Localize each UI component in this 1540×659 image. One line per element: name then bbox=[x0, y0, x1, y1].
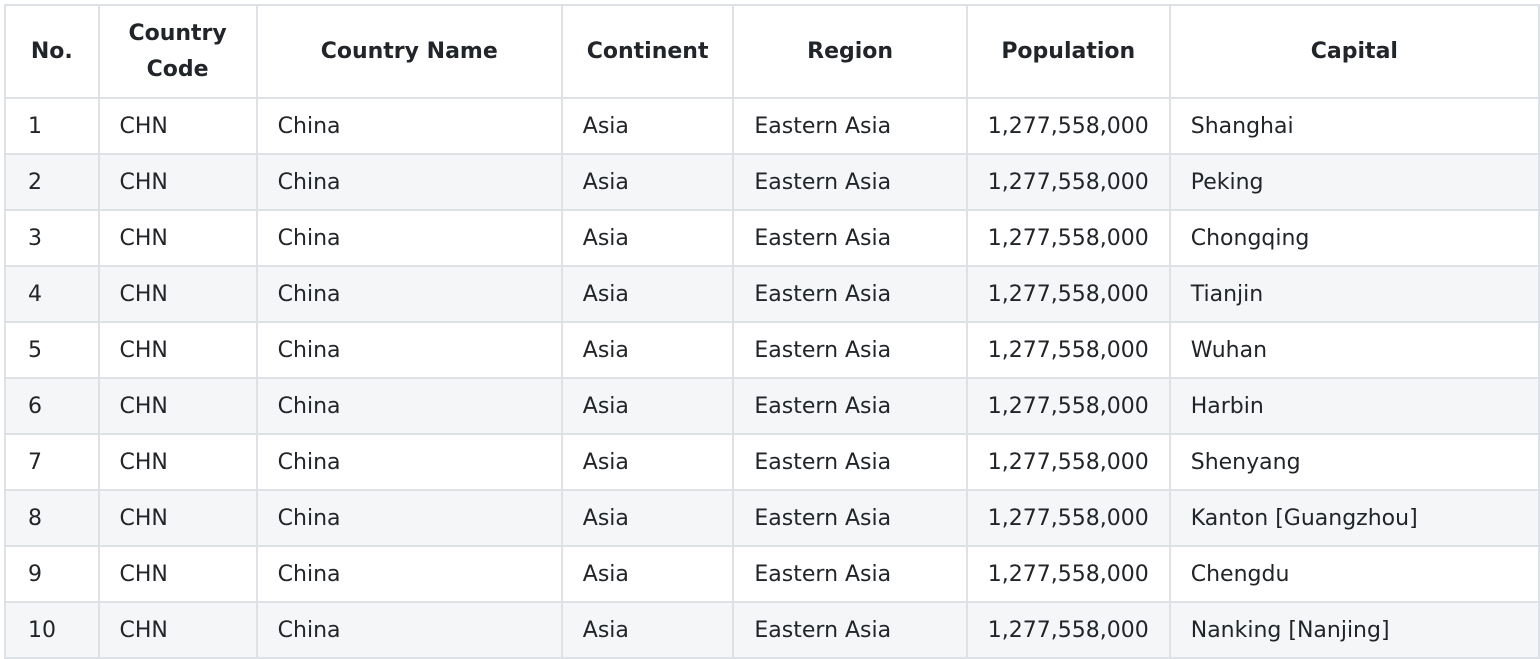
cell-region: Eastern Asia bbox=[732, 153, 968, 211]
cell-country-code: CHN bbox=[97, 433, 258, 491]
cell-no: 10 bbox=[4, 601, 100, 659]
table-header: No. Country Code Country Name Continent … bbox=[4, 4, 1540, 99]
cell-country-code: CHN bbox=[97, 265, 258, 323]
header-country-code-line2: Code bbox=[146, 56, 209, 82]
cell-no: 7 bbox=[4, 433, 100, 491]
cell-country-code: CHN bbox=[97, 153, 258, 211]
cell-continent: Asia bbox=[560, 489, 735, 547]
cell-no: 1 bbox=[4, 97, 100, 155]
cell-continent: Asia bbox=[560, 321, 735, 379]
table-row: 8 CHN China Asia Eastern Asia 1,277,558,000 Ka… bbox=[4, 489, 1540, 547]
header-country-code-line1: Country bbox=[128, 20, 227, 46]
cell-population: 1,277,558,000 bbox=[965, 545, 1171, 603]
cell-capital: Harbin bbox=[1168, 377, 1540, 435]
cell-country-code: CHN bbox=[97, 209, 258, 267]
cell-country-name: China bbox=[255, 545, 563, 603]
cell-no: 2 bbox=[4, 153, 100, 211]
cell-country-name: China bbox=[255, 265, 563, 323]
cell-population: 1,277,558,000 bbox=[965, 601, 1171, 659]
cell-capital: Tianjin bbox=[1168, 265, 1540, 323]
cell-country-name: China bbox=[255, 321, 563, 379]
cell-capital: Kanton [Guangzhou] bbox=[1168, 489, 1540, 547]
cell-country-name: China bbox=[255, 433, 563, 491]
cell-population: 1,277,558,000 bbox=[965, 377, 1171, 435]
cell-no: 4 bbox=[4, 265, 100, 323]
cell-region: Eastern Asia bbox=[732, 321, 968, 379]
header-region: Region bbox=[732, 4, 968, 99]
cell-continent: Asia bbox=[560, 601, 735, 659]
table-row: 2 CHN China Asia Eastern Asia 1,277,558,000 Pe… bbox=[4, 153, 1540, 211]
table-row: 1 CHN China Asia Eastern Asia 1,277,558,000 Sh… bbox=[4, 97, 1540, 155]
cell-region: Eastern Asia bbox=[732, 377, 968, 435]
header-country-code: Country Code bbox=[97, 4, 258, 99]
cell-country-code: CHN bbox=[97, 601, 258, 659]
cell-country-name: China bbox=[255, 489, 563, 547]
cell-country-name: China bbox=[255, 601, 563, 659]
table-row: 9 CHN China Asia Eastern Asia 1,277,558,000 Ch… bbox=[4, 545, 1540, 603]
cell-continent: Asia bbox=[560, 545, 735, 603]
cell-region: Eastern Asia bbox=[732, 545, 968, 603]
cell-continent: Asia bbox=[560, 97, 735, 155]
cell-country-code: CHN bbox=[97, 321, 258, 379]
cell-continent: Asia bbox=[560, 153, 735, 211]
cell-region: Eastern Asia bbox=[732, 489, 968, 547]
table-body: 1 CHN China Asia Eastern Asia 1,277,558,000 Sh… bbox=[4, 97, 1540, 659]
cell-population: 1,277,558,000 bbox=[965, 97, 1171, 155]
cell-country-name: China bbox=[255, 153, 563, 211]
cell-no: 9 bbox=[4, 545, 100, 603]
cell-population: 1,277,558,000 bbox=[965, 209, 1171, 267]
cell-region: Eastern Asia bbox=[732, 433, 968, 491]
cell-region: Eastern Asia bbox=[732, 97, 968, 155]
cell-capital: Nanking [Nanjing] bbox=[1168, 601, 1540, 659]
cell-country-code: CHN bbox=[97, 377, 258, 435]
table-container: No. Country Code Country Name Continent … bbox=[4, 4, 1540, 659]
header-continent: Continent bbox=[560, 4, 735, 99]
cell-region: Eastern Asia bbox=[732, 265, 968, 323]
cell-capital: Peking bbox=[1168, 153, 1540, 211]
cell-continent: Asia bbox=[560, 377, 735, 435]
cell-country-code: CHN bbox=[97, 489, 258, 547]
cell-population: 1,277,558,000 bbox=[965, 321, 1171, 379]
cell-country-name: China bbox=[255, 209, 563, 267]
cell-no: 3 bbox=[4, 209, 100, 267]
cell-no: 6 bbox=[4, 377, 100, 435]
cell-capital: Chengdu bbox=[1168, 545, 1540, 603]
cell-no: 5 bbox=[4, 321, 100, 379]
cell-region: Eastern Asia bbox=[732, 209, 968, 267]
cell-continent: Asia bbox=[560, 209, 735, 267]
cell-capital: Shanghai bbox=[1168, 97, 1540, 155]
table-row: 4 CHN China Asia Eastern Asia 1,277,558,000 Ti… bbox=[4, 265, 1540, 323]
cell-population: 1,277,558,000 bbox=[965, 153, 1171, 211]
table-row: 7 CHN China Asia Eastern Asia 1,277,558,000 Sh… bbox=[4, 433, 1540, 491]
cell-country-code: CHN bbox=[97, 97, 258, 155]
cell-population: 1,277,558,000 bbox=[965, 433, 1171, 491]
cell-capital: Chongqing bbox=[1168, 209, 1540, 267]
cell-capital: Wuhan bbox=[1168, 321, 1540, 379]
cell-population: 1,277,558,000 bbox=[965, 265, 1171, 323]
cell-country-name: China bbox=[255, 377, 563, 435]
cell-continent: Asia bbox=[560, 433, 735, 491]
table-row: 10 CHN China Asia Eastern Asia 1,277,558,000 N… bbox=[4, 601, 1540, 659]
table-row: 5 CHN China Asia Eastern Asia 1,277,558,000 Wu… bbox=[4, 321, 1540, 379]
header-population: Population bbox=[965, 4, 1171, 99]
header-no: No. bbox=[4, 4, 100, 99]
cell-no: 8 bbox=[4, 489, 100, 547]
header-country-name: Country Name bbox=[255, 4, 563, 99]
cell-continent: Asia bbox=[560, 265, 735, 323]
city-table: No. Country Code Country Name Continent … bbox=[4, 4, 1540, 659]
cell-region: Eastern Asia bbox=[732, 601, 968, 659]
header-row: No. Country Code Country Name Continent … bbox=[4, 4, 1540, 99]
header-capital: Capital bbox=[1168, 4, 1540, 99]
table-row: 6 CHN China Asia Eastern Asia 1,277,558,000 Ha… bbox=[4, 377, 1540, 435]
cell-population: 1,277,558,000 bbox=[965, 489, 1171, 547]
cell-capital: Shenyang bbox=[1168, 433, 1540, 491]
cell-country-name: China bbox=[255, 97, 563, 155]
cell-country-code: CHN bbox=[97, 545, 258, 603]
table-row: 3 CHN China Asia Eastern Asia 1,277,558,000 Ch… bbox=[4, 209, 1540, 267]
